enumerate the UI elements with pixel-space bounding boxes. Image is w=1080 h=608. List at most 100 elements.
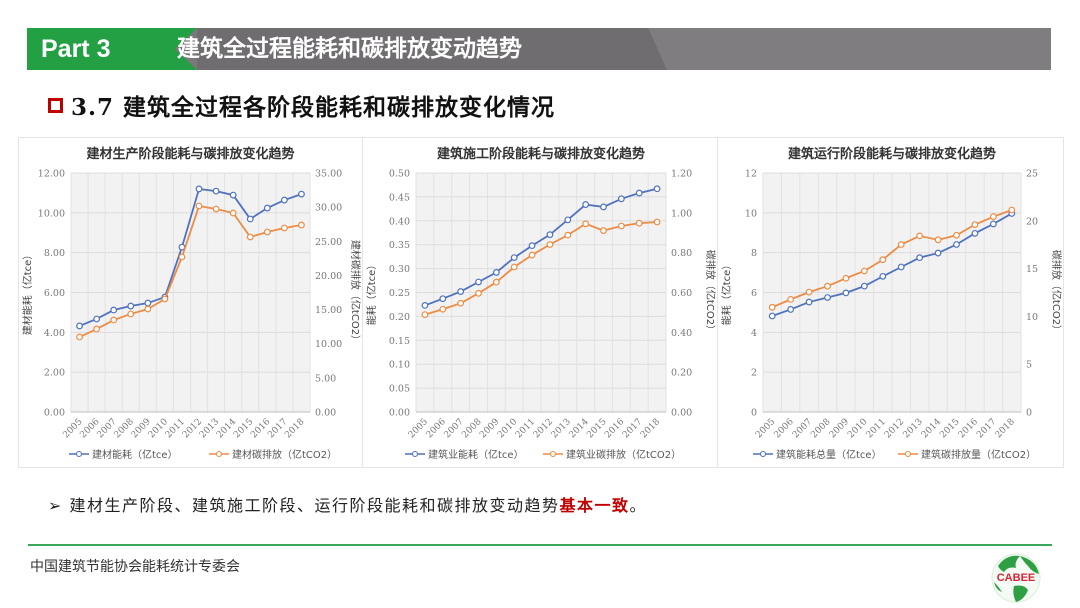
data-point xyxy=(916,232,924,240)
x-tick-label: 2014 xyxy=(920,417,943,440)
chart-svg: 建材生产阶段能耗与碳排放变化趋势 0.00 2.00 4.00 6.00 8.00 10.0… xyxy=(21,146,362,461)
data-point xyxy=(971,229,979,237)
x-tick-label: 2013 xyxy=(550,417,573,440)
x-tick-label: 2015 xyxy=(938,417,961,440)
data-point xyxy=(144,305,152,313)
data-point xyxy=(824,282,831,290)
y-tick-label: 0.45 xyxy=(389,192,410,203)
x-tick-label: 2016 xyxy=(603,417,626,440)
conclusion-end: 。 xyxy=(629,496,648,515)
y-right-tick-label: 0 xyxy=(1026,408,1032,419)
data-point xyxy=(528,251,536,259)
data-point xyxy=(934,236,942,244)
y-tick-label: 4 xyxy=(751,328,757,339)
data-point xyxy=(510,263,518,271)
data-point xyxy=(457,288,465,295)
data-point xyxy=(787,295,795,303)
data-point xyxy=(76,333,83,341)
x-tick-label: 2011 xyxy=(865,417,888,440)
y-right-tick-label: 15.00 xyxy=(315,305,342,316)
data-point xyxy=(457,299,465,307)
y-tick-label: 0.30 xyxy=(389,264,410,275)
legend-label: 建材能耗（亿tce） xyxy=(92,448,178,461)
data-point xyxy=(475,289,482,297)
legend-label: 建筑业能耗（亿tce） xyxy=(428,448,524,461)
data-point xyxy=(805,298,813,306)
y-right-tick-label: 1.20 xyxy=(671,169,692,180)
data-point xyxy=(897,263,905,271)
y-tick-label: 0 xyxy=(751,408,757,419)
data-point xyxy=(635,189,643,197)
y-tick-label: 0.35 xyxy=(389,240,410,251)
data-point xyxy=(600,203,607,211)
x-tick-label: 2012 xyxy=(883,417,906,440)
data-point xyxy=(653,218,661,226)
legend-swatch-marker xyxy=(411,450,419,458)
y-tick-label: 0.40 xyxy=(389,216,410,227)
x-tick-label: 2016 xyxy=(957,417,980,440)
y-right-tick-label: 35.00 xyxy=(315,169,342,180)
data-point xyxy=(127,310,135,318)
y-right-tick-label: 0.40 xyxy=(671,328,692,339)
data-point xyxy=(439,295,447,303)
chart-operation: 建筑运行阶段能耗与碳排放变化趋势 0 2 4 6 8 10 12 0 5 10 15 20 25 能耗（亿t… xyxy=(717,137,1064,468)
y-tick-label: 10 xyxy=(745,208,757,219)
data-point xyxy=(805,288,813,296)
chart-title: 建筑施工阶段能耗与碳排放变化趋势 xyxy=(437,146,645,162)
x-tick-label: 2017 xyxy=(975,417,998,440)
x-tick-label: 2018 xyxy=(994,417,1017,440)
y-tick-label: 12 xyxy=(745,169,757,180)
y-tick-label: 0.50 xyxy=(389,169,410,180)
y-right-tick-label: 10 xyxy=(1026,312,1038,323)
data-point xyxy=(546,231,554,239)
data-point xyxy=(263,204,271,212)
data-point xyxy=(280,224,288,232)
x-tick-label: 2017 xyxy=(621,417,644,440)
legend-label: 建筑业碳排放（亿tCO2） xyxy=(566,448,681,461)
data-point xyxy=(989,220,997,228)
data-point xyxy=(492,269,500,276)
data-point xyxy=(212,205,220,213)
y-right-tick-label: 5.00 xyxy=(315,373,336,384)
x-tick-label: 2010 xyxy=(496,417,519,440)
part-label: Part 3 xyxy=(41,35,111,63)
data-point xyxy=(76,322,83,330)
data-point xyxy=(582,201,590,208)
slide-subtitle: 3.7 建筑全过程各阶段能耗和碳排放变化情况 xyxy=(48,88,555,122)
data-point xyxy=(246,215,254,223)
data-point xyxy=(768,303,776,311)
data-point xyxy=(546,241,554,248)
data-point xyxy=(653,185,661,193)
data-point xyxy=(860,267,868,275)
data-point xyxy=(842,274,850,282)
data-point xyxy=(492,278,500,286)
y-axis-title: 能耗（亿tce） xyxy=(720,260,733,326)
y-tick-label: 0.15 xyxy=(389,336,410,347)
y-right-tick-label: 30.00 xyxy=(315,203,342,214)
y-tick-label: 0.10 xyxy=(389,360,410,371)
data-point xyxy=(582,220,590,228)
part-badge xyxy=(27,28,197,70)
data-point xyxy=(510,254,518,262)
data-point xyxy=(178,253,186,261)
logo-text: CABEE xyxy=(997,572,1036,584)
data-point xyxy=(989,213,997,221)
data-point xyxy=(298,190,305,198)
data-point xyxy=(528,242,536,250)
conclusion-bullet: ➢ 建材生产阶段、建筑施工阶段、运行阶段能耗和碳排放变动趋势基本一致。 xyxy=(48,492,647,516)
section-title: 建筑全过程能耗和碳排放变动趋势 xyxy=(177,36,522,62)
data-point xyxy=(564,216,572,224)
y-tick-label: 8.00 xyxy=(44,248,65,259)
y-tick-label: 0.00 xyxy=(389,408,410,419)
y-right-tick-label: 1.00 xyxy=(671,208,692,219)
footer-divider xyxy=(28,544,1052,546)
data-point xyxy=(971,221,979,229)
conclusion-text: 建材生产阶段、建筑施工阶段、运行阶段能耗和碳排放变动趋势 xyxy=(69,496,560,515)
data-point xyxy=(842,289,850,297)
x-tick-label: 2015 xyxy=(585,417,608,440)
data-point xyxy=(229,191,237,199)
arrow-bullet-icon: ➢ xyxy=(48,496,63,515)
y-tick-label: 8 xyxy=(751,248,757,259)
x-tick-label: 2008 xyxy=(460,417,483,440)
chart-svg: 建筑施工阶段能耗与碳排放变化趋势 0.00 0.05 0.10 0.15 0.20 0.25… xyxy=(365,146,717,461)
